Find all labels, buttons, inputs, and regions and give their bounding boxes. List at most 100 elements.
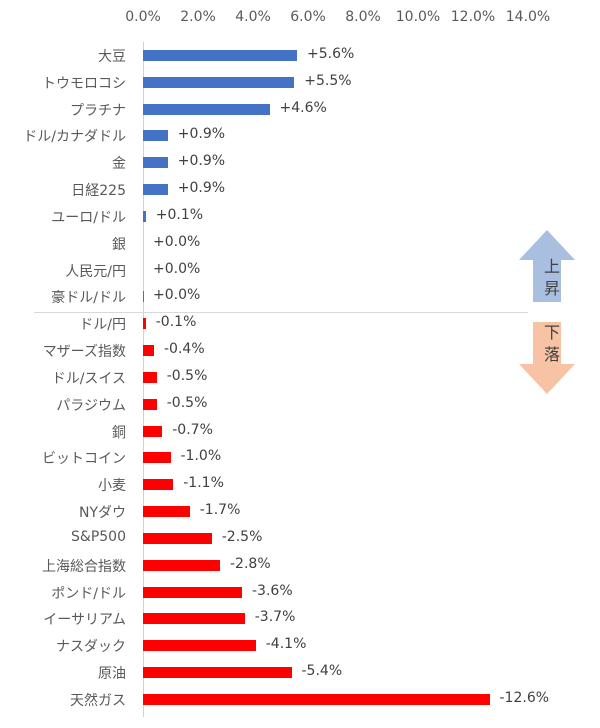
bar — [143, 586, 242, 598]
bar-row: 原油 -5.4% — [0, 660, 600, 686]
bar — [143, 103, 270, 115]
category-label: イーサリアム — [43, 612, 126, 629]
category-label: NYダウ — [78, 505, 126, 522]
data-label: -0.5% — [166, 367, 208, 384]
category-label: ビットコイン — [42, 451, 126, 468]
data-label: +0.0% — [153, 233, 201, 250]
data-label: +4.6% — [279, 99, 327, 116]
bar — [143, 479, 174, 491]
data-label: -5.4% — [301, 663, 343, 680]
bar — [143, 76, 295, 88]
bar-row: NYダウ -1.7% — [0, 499, 600, 525]
category-label: 小麦 — [98, 478, 126, 495]
x-tick-label: 14.0% — [505, 9, 551, 25]
category-label: マザーズ指数 — [42, 344, 126, 361]
category-label: 人民元/円 — [65, 263, 126, 280]
data-label: -1.0% — [180, 448, 222, 465]
bar-row: トウモロコシ +5.5% — [0, 70, 600, 96]
bar-row: マザーズ指数 -0.4% — [0, 338, 600, 364]
data-label: -3.7% — [254, 609, 296, 626]
category-label: 天然ガス — [70, 692, 126, 709]
bar — [143, 157, 168, 169]
category-label: 上海総合指数 — [42, 558, 126, 575]
bar-row: 上海総合指数 -2.8% — [0, 553, 600, 579]
bar — [143, 318, 146, 330]
category-label: 豪ドル/ドル — [51, 290, 126, 307]
data-label: -1.1% — [183, 475, 224, 492]
category-label: 銅 — [112, 424, 126, 441]
bar-row: 銅 -0.7% — [0, 419, 600, 445]
x-tick-label: 4.0% — [235, 9, 271, 25]
category-label: ドル/スイス — [51, 370, 126, 387]
data-label: +0.9% — [177, 180, 226, 197]
bar-row: パラジウム -0.5% — [0, 392, 600, 418]
data-label: -12.6% — [499, 689, 550, 706]
category-label: 原油 — [98, 666, 126, 683]
category-label: ドル/カナダドル — [23, 129, 126, 146]
category-label: パラジウム — [56, 397, 126, 414]
down-arrow-icon — [519, 322, 575, 394]
up-down-divider — [34, 312, 528, 313]
bar — [143, 425, 163, 437]
bar — [143, 130, 168, 142]
data-label: -0.4% — [164, 341, 205, 358]
category-label: ナスダック — [56, 639, 126, 656]
bar-row: 銀 +0.0% — [0, 231, 600, 257]
data-label: +5.6% — [307, 46, 355, 62]
category-label: 日経225 — [71, 183, 126, 200]
bar-row: ドル/円 -0.1% — [0, 311, 600, 337]
bar — [143, 559, 220, 571]
x-tick-label: 10.0% — [395, 9, 441, 25]
category-label: 銀 — [112, 236, 126, 253]
x-tick-label: 6.0% — [290, 9, 326, 25]
category-label: ユーロ/ドル — [51, 209, 126, 226]
bar-row: ドル/カナダドル +0.9% — [0, 123, 600, 149]
bar — [143, 506, 190, 518]
data-label: +5.5% — [304, 72, 352, 89]
data-label: +0.9% — [177, 126, 226, 143]
down-label: 下落 — [541, 324, 560, 368]
bar-row: プラチナ +4.6% — [0, 97, 600, 123]
bar-row: イーサリアム -3.7% — [0, 606, 600, 632]
data-label: -0.1% — [155, 314, 197, 331]
data-label: -4.1% — [265, 636, 307, 653]
bar — [143, 210, 146, 222]
bar-row: 小麦 -1.1% — [0, 472, 600, 498]
data-label: +0.0% — [153, 287, 201, 304]
bar-row: ポンド/ドル -3.6% — [0, 580, 600, 606]
category-label: プラチナ — [70, 102, 126, 119]
bar-row: ナスダック -4.1% — [0, 633, 600, 659]
data-label: -0.5% — [166, 394, 208, 411]
bar-row: 豪ドル/ドル +0.0% — [0, 284, 600, 310]
bar-row: 金 +0.9% — [0, 150, 600, 176]
data-label: -2.5% — [221, 528, 263, 545]
bar — [143, 50, 297, 61]
bar-row: 大豆 +5.6% — [0, 43, 600, 69]
category-label: トウモロコシ — [42, 75, 126, 92]
data-label: -3.6% — [252, 582, 293, 599]
bar-row: ユーロ/ドル +0.1% — [0, 204, 600, 230]
bar-row: 天然ガス -12.6% — [0, 687, 600, 713]
category-label: S&P500 — [71, 528, 126, 545]
bar — [143, 667, 292, 679]
bar-row: 日経225 +0.9% — [0, 177, 600, 203]
category-label: 大豆 — [98, 49, 126, 65]
x-tick-label: 8.0% — [345, 9, 381, 25]
bar — [143, 693, 490, 705]
x-tick-label: 2.0% — [180, 9, 216, 25]
bar — [143, 640, 256, 652]
data-label: -2.8% — [230, 555, 271, 572]
data-label: -1.7% — [199, 502, 241, 519]
bar — [143, 291, 144, 303]
data-label: -0.7% — [172, 421, 213, 438]
up-arrow-icon — [519, 230, 575, 302]
bar — [143, 398, 157, 410]
bar — [143, 345, 154, 357]
x-tick-label: 12.0% — [450, 9, 496, 25]
bar-row: S&P500 -2.5% — [0, 526, 600, 552]
bar — [143, 452, 171, 464]
data-label: +0.0% — [153, 260, 201, 277]
x-tick-label: 0.0% — [125, 9, 161, 25]
bar — [143, 532, 212, 544]
up-label: 上昇 — [541, 258, 560, 302]
